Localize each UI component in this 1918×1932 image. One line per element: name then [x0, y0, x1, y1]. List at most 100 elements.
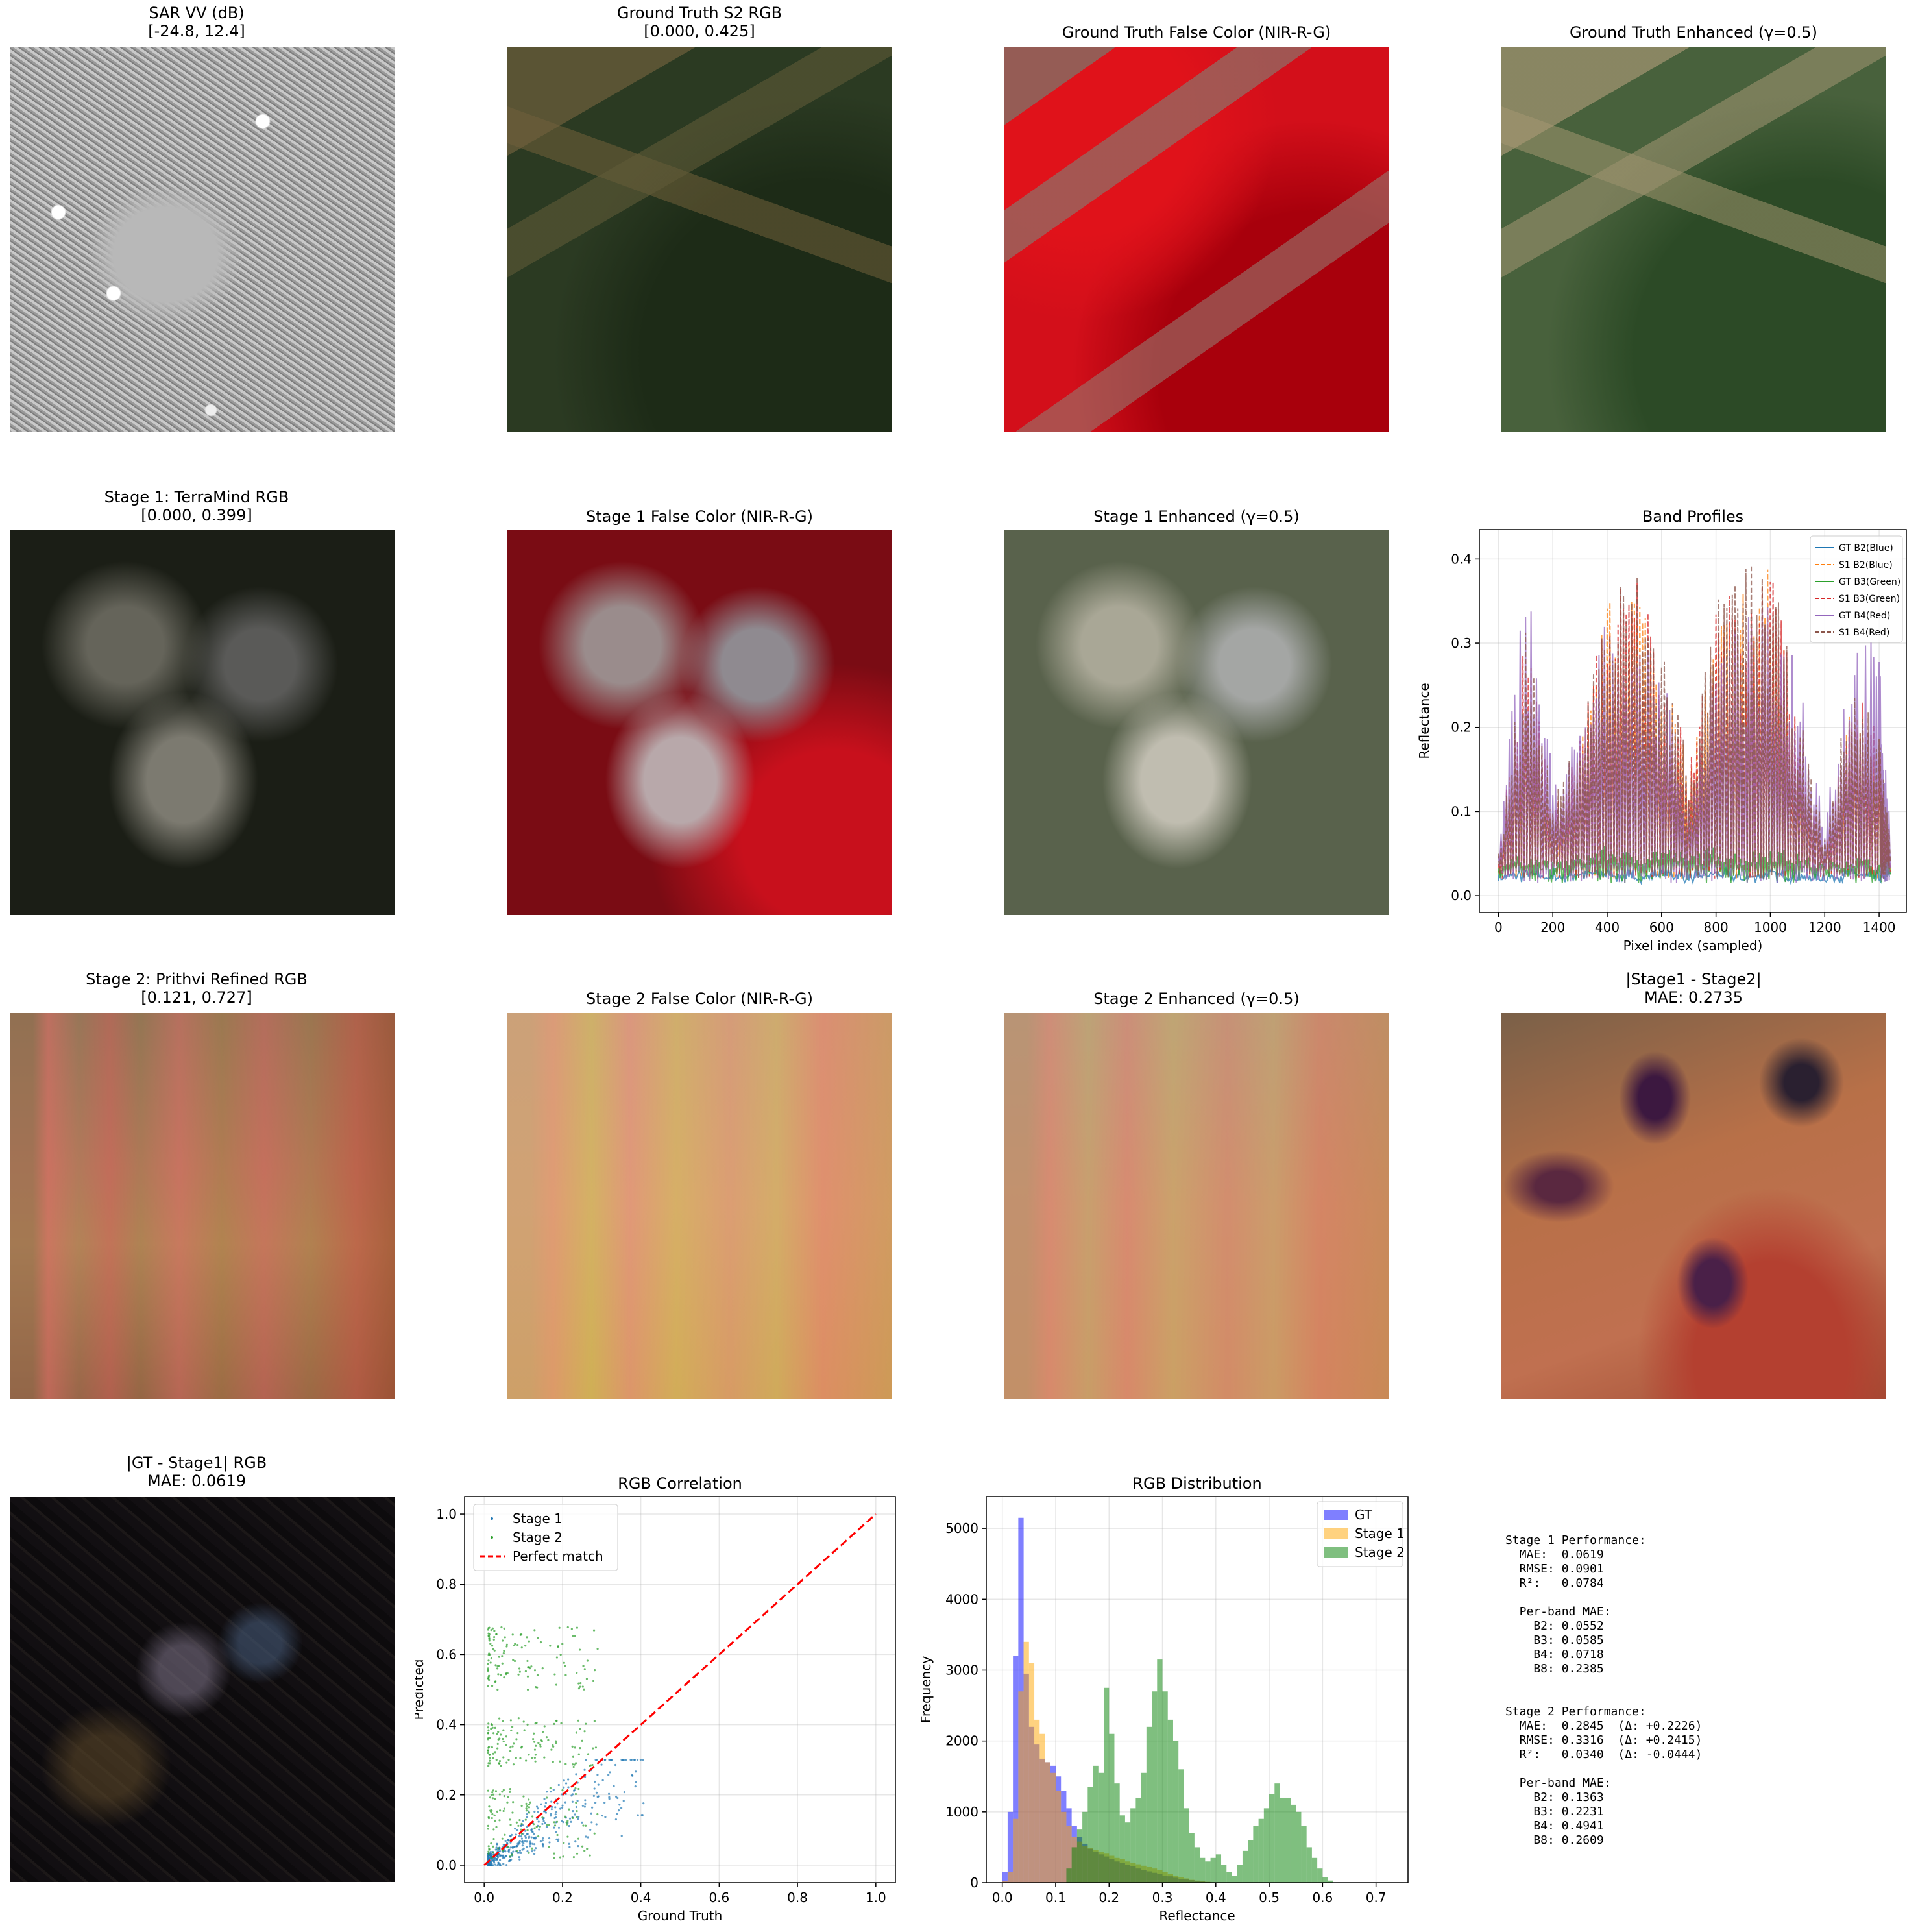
stage2-point	[491, 1797, 494, 1800]
stage2-point	[573, 1763, 576, 1766]
stage1-point	[601, 1779, 604, 1781]
stage1-point	[611, 1759, 614, 1761]
x-axis-label: Ground Truth	[638, 1908, 723, 1924]
stage1-point	[556, 1802, 559, 1805]
stage2-point	[577, 1687, 581, 1690]
stage1-point	[488, 1864, 491, 1866]
stage1-point	[543, 1798, 546, 1800]
stage2-point	[528, 1640, 530, 1643]
hist-bar	[1114, 1783, 1120, 1883]
stage2-point	[487, 1789, 489, 1792]
stage2-point	[591, 1763, 594, 1767]
stage2-rgb-image	[10, 1013, 395, 1399]
stage2-point	[553, 1673, 556, 1676]
stage1-point	[561, 1820, 563, 1822]
sar-image	[10, 47, 395, 432]
x-tick-label: 0.7	[1366, 1890, 1387, 1905]
x-tick-label: 0.6	[1312, 1890, 1333, 1905]
stage2-point	[494, 1751, 496, 1754]
stage2-point	[528, 1798, 530, 1801]
stage2-point	[492, 1828, 495, 1831]
hist-bar	[1263, 1808, 1270, 1883]
hist-bar	[1098, 1772, 1104, 1883]
stage1-point	[535, 1805, 539, 1808]
stage1-point	[577, 1845, 579, 1848]
stage2-point	[509, 1746, 512, 1749]
stage1-point	[502, 1856, 505, 1859]
hist-bar	[1119, 1815, 1125, 1883]
stage1-point	[526, 1850, 529, 1853]
stage2-point	[530, 1757, 533, 1759]
stage1-enhanced-image	[1004, 530, 1389, 915]
x-tick-label: 1.0	[866, 1890, 886, 1905]
stage2-point	[575, 1731, 577, 1734]
stage2-point	[518, 1667, 521, 1670]
stage2-point	[533, 1629, 536, 1632]
stage2-point	[498, 1737, 501, 1740]
stage1-point	[555, 1811, 558, 1814]
hist-bar	[1317, 1868, 1323, 1883]
stage1-point	[563, 1779, 565, 1782]
stage2-point	[496, 1667, 499, 1670]
stage2-point	[498, 1665, 500, 1667]
stage1-point	[572, 1810, 574, 1813]
stage1-point	[535, 1836, 537, 1839]
stage1-point	[624, 1759, 626, 1761]
legend-label: Stage 1	[513, 1511, 563, 1526]
stage1-point	[597, 1795, 600, 1798]
x-tick-label: 0.5	[1259, 1890, 1280, 1905]
hist-bar	[1269, 1794, 1275, 1883]
stage2-point	[487, 1659, 490, 1662]
stage2-point	[563, 1661, 565, 1664]
plot-frame	[1479, 529, 1907, 913]
stage1-point	[499, 1854, 502, 1857]
stage2-point	[559, 1654, 562, 1656]
stage1-point	[617, 1809, 620, 1812]
stage1-point	[600, 1763, 603, 1766]
stage2-point	[501, 1837, 504, 1840]
stage2-point	[513, 1644, 516, 1646]
stage2-point	[549, 1645, 552, 1647]
stage2-point	[520, 1832, 524, 1835]
stage2-point	[577, 1787, 580, 1791]
hist-bar	[1152, 1691, 1158, 1883]
stage2-point	[503, 1807, 505, 1810]
stage1-point	[568, 1842, 570, 1845]
stage1-point	[575, 1805, 577, 1809]
stage2-point	[487, 1628, 489, 1631]
hist-bar	[1194, 1847, 1200, 1883]
stage1-point	[520, 1852, 522, 1855]
stage1-point	[568, 1824, 570, 1828]
stage1-point	[520, 1837, 524, 1840]
stage1-point	[564, 1782, 568, 1785]
hist-bar	[1013, 1656, 1019, 1883]
hist-bar	[1146, 1726, 1152, 1883]
hist-bar	[1290, 1804, 1296, 1883]
stage2-point	[497, 1731, 500, 1733]
stage1-point	[557, 1826, 561, 1829]
panel-title-s2-fc: Stage 2 False Color (NIR-R-G)	[585, 990, 813, 1008]
stage2-point	[489, 1756, 491, 1759]
stage2-point	[561, 1643, 564, 1645]
stage2-point	[509, 1750, 512, 1752]
stage1-point	[510, 1833, 513, 1836]
stage2-point	[528, 1803, 531, 1806]
stage1-point	[557, 1783, 560, 1787]
stage2-point	[488, 1745, 491, 1748]
stage1-point	[501, 1855, 504, 1857]
stage2-point	[583, 1730, 586, 1733]
x-tick-label: 0.1	[1045, 1890, 1066, 1905]
hist-bar	[1076, 1829, 1083, 1883]
stage1-point	[541, 1843, 544, 1846]
stage2-point	[529, 1801, 531, 1804]
stage1-point	[631, 1774, 634, 1777]
hist-bar	[1087, 1787, 1093, 1883]
stage2-point	[487, 1670, 489, 1673]
stage2-point	[501, 1662, 504, 1665]
stage2-point	[585, 1722, 587, 1725]
stage2-point	[528, 1666, 530, 1669]
stage2-point	[501, 1791, 504, 1793]
stage2-point	[487, 1824, 489, 1827]
hist-bar	[1215, 1854, 1222, 1883]
stage2-point	[503, 1676, 505, 1679]
